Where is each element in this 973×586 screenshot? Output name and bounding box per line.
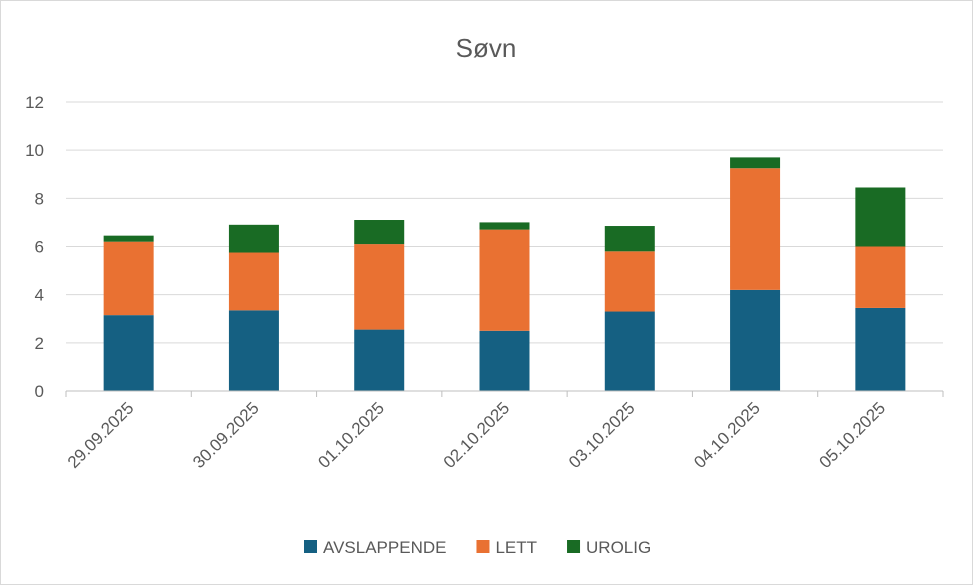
y-tick-label: 8 bbox=[35, 189, 44, 208]
bar-segment bbox=[730, 168, 781, 290]
bar-segment bbox=[855, 187, 906, 247]
y-tick-label: 2 bbox=[35, 334, 44, 353]
bar-segment bbox=[103, 241, 154, 316]
x-tick-label: 29.09.2025 bbox=[64, 398, 138, 472]
legend-swatch bbox=[476, 540, 490, 553]
x-tick-label: 01.10.2025 bbox=[314, 398, 388, 472]
x-tick-label: 05.10.2025 bbox=[816, 398, 890, 472]
bar-segment bbox=[479, 330, 530, 391]
y-tick-label: 6 bbox=[35, 238, 44, 257]
legend: AVSLAPPENDE LETT UROLIG bbox=[304, 538, 651, 557]
legend-label: UROLIG bbox=[586, 538, 651, 557]
bar-segment bbox=[855, 307, 906, 391]
y-tick-label: 12 bbox=[25, 93, 44, 112]
x-tick-label: 03.10.2025 bbox=[565, 398, 639, 472]
y-tick-label: 4 bbox=[35, 286, 44, 305]
bar-segment bbox=[354, 329, 405, 391]
bar-segment bbox=[479, 229, 530, 331]
bar-segment bbox=[103, 315, 154, 391]
x-axis-labels: 29.09.2025 30.09.2025 01.10.2025 02.10.2025… bbox=[64, 398, 889, 472]
bars bbox=[103, 157, 906, 391]
legend-label: AVSLAPPENDE bbox=[323, 538, 446, 557]
legend-swatch bbox=[567, 540, 581, 553]
bar-segment bbox=[730, 289, 781, 391]
bar-segment bbox=[604, 311, 655, 391]
bar-segment bbox=[604, 226, 655, 252]
legend-swatch bbox=[304, 540, 317, 553]
x-axis bbox=[65, 390, 944, 397]
bar-segment bbox=[354, 244, 405, 330]
y-tick-label: 0 bbox=[35, 382, 44, 401]
x-tick-label: 04.10.2025 bbox=[690, 398, 764, 472]
legend-label: LETT bbox=[495, 538, 537, 557]
bar-segment bbox=[730, 157, 781, 169]
y-tick-label: 10 bbox=[25, 141, 44, 160]
bar-segment bbox=[855, 246, 906, 308]
bar-segment bbox=[228, 224, 279, 253]
bar-segment bbox=[103, 235, 154, 242]
bar-segment bbox=[604, 251, 655, 312]
bar-segment bbox=[354, 220, 405, 245]
bar-segment bbox=[228, 252, 279, 311]
bar-segment bbox=[228, 310, 279, 391]
y-axis-labels: 0 2 4 6 8 10 12 bbox=[25, 93, 44, 401]
bar-segment bbox=[479, 222, 530, 230]
x-tick-label: 30.09.2025 bbox=[189, 398, 263, 472]
x-tick-label: 02.10.2025 bbox=[440, 398, 514, 472]
chart-title: Søvn bbox=[456, 33, 517, 63]
